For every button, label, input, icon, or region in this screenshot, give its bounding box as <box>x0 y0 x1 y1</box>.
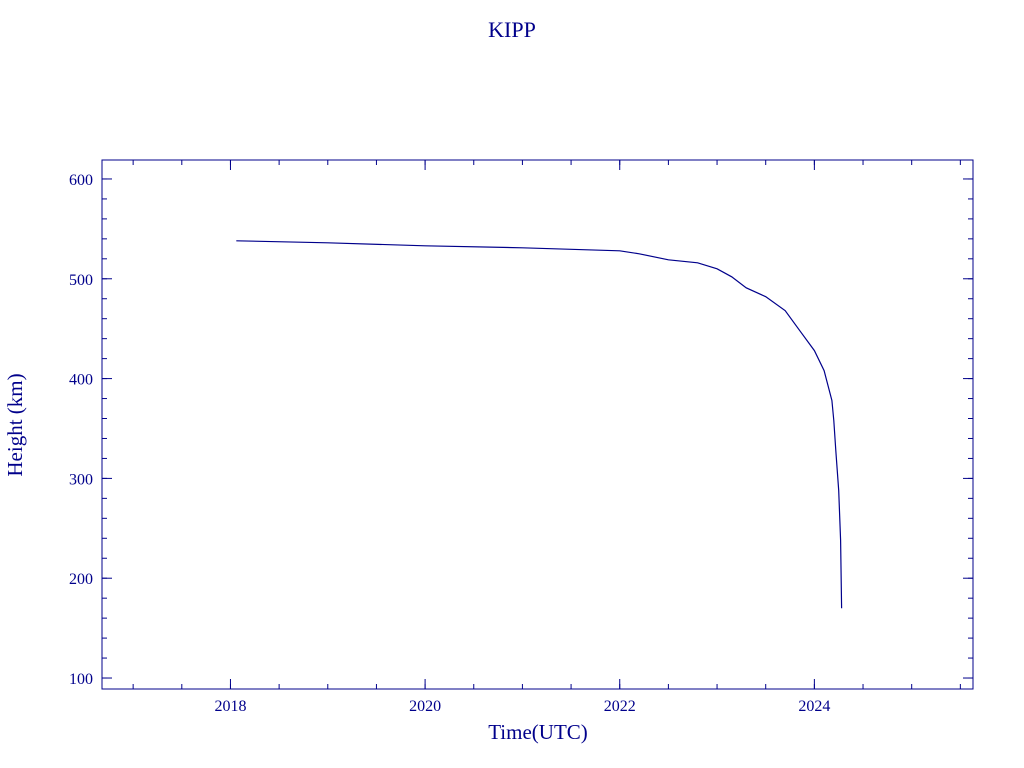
chart-title: KIPP <box>488 17 536 42</box>
x-tick-label: 2024 <box>798 698 830 715</box>
y-tick-label: 500 <box>69 272 93 289</box>
tick-labels: 2018 2020 2022 2024 100 200 300 400 500 600 <box>69 172 830 715</box>
series-line <box>236 240 843 609</box>
y-axis-label: Height (km) <box>3 373 27 476</box>
x-tick-label: 2022 <box>604 698 636 715</box>
ticks <box>102 160 973 689</box>
x-tick-label: 2018 <box>214 698 246 715</box>
x-tick-label: 2020 <box>409 698 441 715</box>
y-tick-label: 300 <box>69 471 93 488</box>
y-tick-label: 200 <box>69 571 93 588</box>
y-tick-label: 600 <box>69 172 93 189</box>
x-axis-label: Time(UTC) <box>488 720 588 744</box>
plot-frame <box>101 159 974 690</box>
y-tick-label: 400 <box>69 372 93 389</box>
y-tick-label: 100 <box>69 671 93 688</box>
